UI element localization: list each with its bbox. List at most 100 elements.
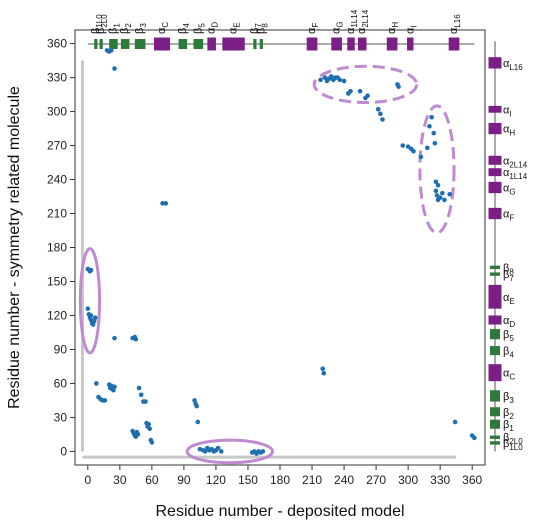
plot-frame — [74, 29, 486, 466]
top-structure-block — [134, 39, 146, 49]
data-point — [136, 385, 142, 391]
data-point — [143, 399, 148, 404]
right-structure-label: αE — [503, 292, 515, 306]
right-structure-block — [490, 265, 500, 270]
top-structure-label: αL16 — [448, 14, 462, 34]
right-structure-block — [490, 390, 500, 402]
top-structure-label: α1L14 — [345, 9, 359, 34]
x-tick-label: 270 — [366, 473, 386, 487]
y-tick-label: 150 — [47, 274, 67, 288]
data-point — [135, 432, 141, 437]
top-structure-label: β1 — [107, 23, 121, 34]
data-point — [378, 111, 383, 117]
top-structure-block — [306, 37, 318, 51]
top-structure-label: α2L14 — [356, 9, 370, 34]
y-tick-label: 210 — [47, 207, 67, 221]
right-structure-block — [490, 272, 500, 276]
x-tick-label: 150 — [238, 473, 258, 487]
right-structure-block — [488, 315, 502, 325]
data-point — [218, 449, 224, 454]
right-structure-block — [488, 57, 502, 69]
data-point — [138, 392, 144, 398]
top-structure-block — [259, 39, 263, 49]
right-structure-label: αG — [503, 182, 516, 196]
data-point — [163, 201, 169, 206]
top-structure-block — [347, 37, 355, 51]
right-structure-label: α2L14 — [503, 155, 528, 169]
x-tick-label: 330 — [430, 473, 450, 487]
top-structure-block — [178, 39, 188, 49]
right-structure-label: β1 — [503, 419, 514, 433]
top-structure-label: β4 — [177, 23, 191, 34]
right-structure-block — [490, 407, 500, 417]
x-axis-label: Residue number - deposited model — [155, 503, 404, 520]
x-tick-label: 210 — [302, 473, 322, 487]
highlight-ellipse — [185, 438, 275, 465]
data-point — [202, 449, 208, 454]
top-structure-label: β2L0 — [95, 14, 109, 34]
right-structure-label: αH — [503, 124, 515, 138]
data-point — [396, 84, 401, 89]
top-structure-label: β5 — [192, 23, 206, 34]
top-structure-block — [94, 39, 98, 49]
right-structure-label: β8 — [503, 262, 514, 276]
data-point — [452, 419, 458, 425]
y-tick-label: 120 — [47, 308, 67, 322]
data-point — [194, 403, 200, 409]
top-structure-block — [154, 37, 171, 51]
top-structure-block — [448, 37, 460, 51]
x-tick-label: 360 — [462, 473, 482, 487]
right-structure-block — [488, 155, 502, 165]
data-point — [88, 267, 94, 273]
data-point — [318, 77, 323, 83]
highlight-ellipse — [312, 64, 419, 104]
data-point — [418, 154, 424, 160]
data-point — [365, 93, 370, 99]
y-tick-label: 270 — [47, 139, 67, 153]
right-structure-label: αC — [503, 368, 515, 382]
data-point — [85, 306, 91, 311]
x-tick-label: 300 — [398, 473, 418, 487]
top-structure-label: αI — [404, 25, 418, 34]
highlight-ellipse — [78, 247, 102, 355]
y-tick-label: 330 — [47, 71, 67, 85]
data-point — [328, 74, 334, 79]
x-tick-label: 60 — [145, 473, 159, 487]
right-structure-block — [488, 364, 502, 382]
data-point — [433, 179, 439, 185]
data-point — [341, 78, 347, 84]
data-point — [435, 182, 441, 188]
data-point — [427, 123, 432, 129]
right-structure-label: β1L0 — [503, 438, 523, 452]
y-tick-label: 360 — [47, 37, 67, 51]
top-structure-block — [253, 39, 257, 49]
top-structure-block — [120, 39, 130, 49]
top-structure-label: αC — [156, 22, 170, 34]
top-structure-block — [109, 39, 118, 49]
highlight-ellipse — [418, 104, 456, 235]
data-point — [112, 335, 117, 341]
y-tick-label: 60 — [54, 376, 68, 390]
data-point — [348, 88, 353, 94]
right-structure-block — [488, 105, 502, 113]
right-structure-label: αL16 — [503, 58, 523, 72]
data-point — [432, 140, 438, 146]
top-structure-block — [386, 37, 398, 51]
data-point — [109, 48, 114, 53]
data-point — [92, 315, 98, 321]
x-tick-label: 30 — [113, 473, 127, 487]
y-tick-label: 300 — [47, 105, 67, 119]
top-structure-label: β8 — [255, 23, 269, 34]
top-structure-block — [222, 37, 245, 51]
data-point — [215, 445, 221, 451]
data-point — [195, 419, 201, 425]
data-point — [112, 384, 117, 390]
right-structure-label: β3 — [503, 391, 514, 405]
data-point — [260, 449, 266, 454]
y-tick-label: 90 — [54, 342, 68, 356]
data-point — [102, 398, 108, 403]
data-point — [437, 195, 443, 200]
top-structure-label: αH — [386, 22, 400, 34]
y-tick-label: 0 — [60, 444, 67, 458]
